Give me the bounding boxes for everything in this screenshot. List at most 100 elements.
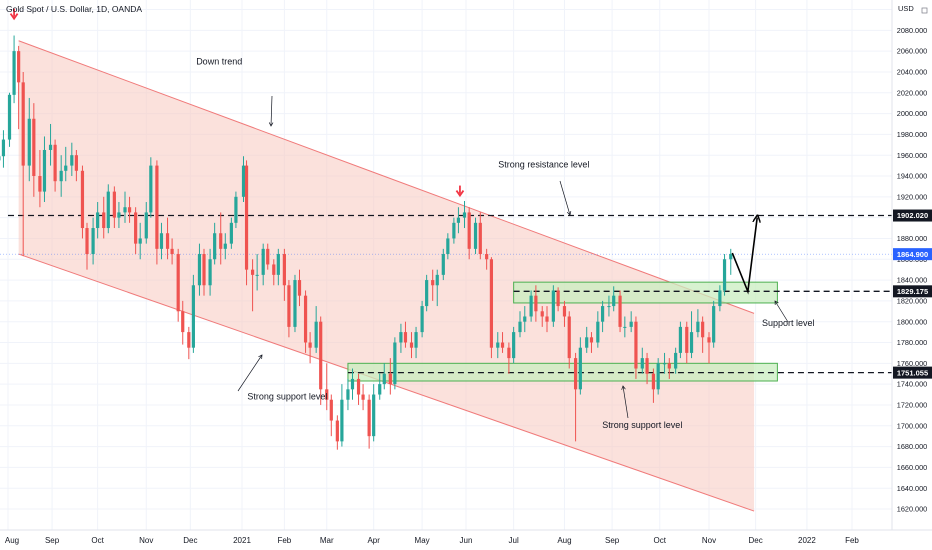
candle-body xyxy=(478,222,482,255)
candle-body xyxy=(696,321,700,333)
candle-body xyxy=(187,332,191,348)
candle xyxy=(1,130,6,168)
candle-body xyxy=(573,358,578,390)
candle-body xyxy=(529,295,533,317)
y-tick-label: 1880.000 xyxy=(897,234,927,243)
candle-body xyxy=(409,342,414,348)
candle xyxy=(467,207,471,260)
x-tick-label: 2022 xyxy=(798,536,816,545)
channel-lower-line xyxy=(18,253,755,512)
candle xyxy=(674,347,678,374)
price-label-text: 1829.175 xyxy=(897,287,928,296)
candle-body xyxy=(678,326,683,353)
candle-body xyxy=(138,238,142,244)
candle-body xyxy=(7,94,12,140)
candle xyxy=(573,352,578,442)
candle-body xyxy=(165,233,170,249)
candle-body xyxy=(607,306,611,308)
y-tick-label: 1960.000 xyxy=(897,151,927,160)
candle xyxy=(250,259,255,312)
y-tick-label: 1980.000 xyxy=(897,130,927,139)
candle-body xyxy=(303,295,308,343)
candle xyxy=(685,321,689,364)
candle-body xyxy=(74,155,78,171)
candle xyxy=(191,274,195,353)
candle xyxy=(696,309,700,338)
candle-body xyxy=(127,207,132,213)
candle-body xyxy=(329,399,333,421)
y-tick-label: 1940.000 xyxy=(897,172,927,181)
candle-body xyxy=(308,342,312,348)
candle xyxy=(59,155,63,197)
candle-body xyxy=(589,337,594,343)
candle-body xyxy=(722,259,727,291)
candle-body xyxy=(17,51,21,83)
candle-body xyxy=(388,373,392,385)
candle xyxy=(382,363,386,390)
candle xyxy=(534,285,538,322)
candle xyxy=(523,306,527,333)
candle xyxy=(678,321,683,359)
candle xyxy=(540,306,544,327)
candle xyxy=(722,254,727,296)
candle-body xyxy=(596,321,600,343)
candle xyxy=(712,300,716,348)
candle-body xyxy=(612,295,616,307)
candle xyxy=(74,149,78,182)
price-label-text: 1902.020 xyxy=(897,211,928,220)
candle xyxy=(462,200,467,229)
x-tick-label: Nov xyxy=(702,536,716,545)
candle-body xyxy=(176,254,180,312)
candle xyxy=(589,332,594,353)
annotation-pointer-head xyxy=(268,122,274,127)
x-tick-label: Sep xyxy=(605,536,620,545)
candle-body xyxy=(420,306,424,333)
candle xyxy=(403,321,408,348)
candle xyxy=(123,191,127,223)
time-axis[interactable]: Aug Sep Oct Nov Dec 2021 Feb Mar Apr May Jun Jul Aug… xyxy=(0,529,932,545)
channel-upper-line xyxy=(18,40,755,314)
peak-marker-head xyxy=(9,13,19,21)
candle xyxy=(127,196,132,223)
candle xyxy=(545,306,549,333)
candle xyxy=(229,217,233,249)
price-axis[interactable]: 1620.000 1640.000 1660.000 1680.000 1700.000… xyxy=(891,0,928,530)
candle-body xyxy=(272,264,276,275)
candle-body xyxy=(197,254,202,286)
candle-body xyxy=(645,358,649,374)
candle xyxy=(112,186,116,229)
candle-body xyxy=(42,149,47,192)
candle xyxy=(551,285,555,327)
y-tick-label: 1920.000 xyxy=(897,192,927,201)
candle xyxy=(223,233,227,260)
candle xyxy=(329,394,333,437)
candle xyxy=(600,300,605,333)
candle-body xyxy=(202,254,206,286)
candle xyxy=(399,323,403,353)
candle-body xyxy=(556,290,560,307)
candle xyxy=(155,160,159,265)
candles xyxy=(0,35,733,450)
candle-body xyxy=(134,212,138,244)
candle-body xyxy=(629,321,633,327)
candle xyxy=(556,287,560,312)
x-tick-label: Jun xyxy=(460,536,473,545)
candle-body xyxy=(518,321,522,333)
candle xyxy=(219,212,223,265)
candle-body xyxy=(250,269,255,275)
candle xyxy=(629,311,633,333)
annotation-pointer xyxy=(774,300,789,323)
candle xyxy=(425,274,429,312)
candle-body xyxy=(244,165,249,270)
candle xyxy=(500,332,505,353)
annotation-label: Strong support level xyxy=(247,392,327,402)
candle-body xyxy=(70,155,74,166)
candle xyxy=(361,384,365,411)
candle-body xyxy=(340,399,344,442)
candle xyxy=(255,254,259,291)
x-tick-label: Mar xyxy=(320,536,334,545)
candle xyxy=(485,248,489,270)
candle-body xyxy=(181,311,185,333)
candle-body xyxy=(512,332,516,359)
